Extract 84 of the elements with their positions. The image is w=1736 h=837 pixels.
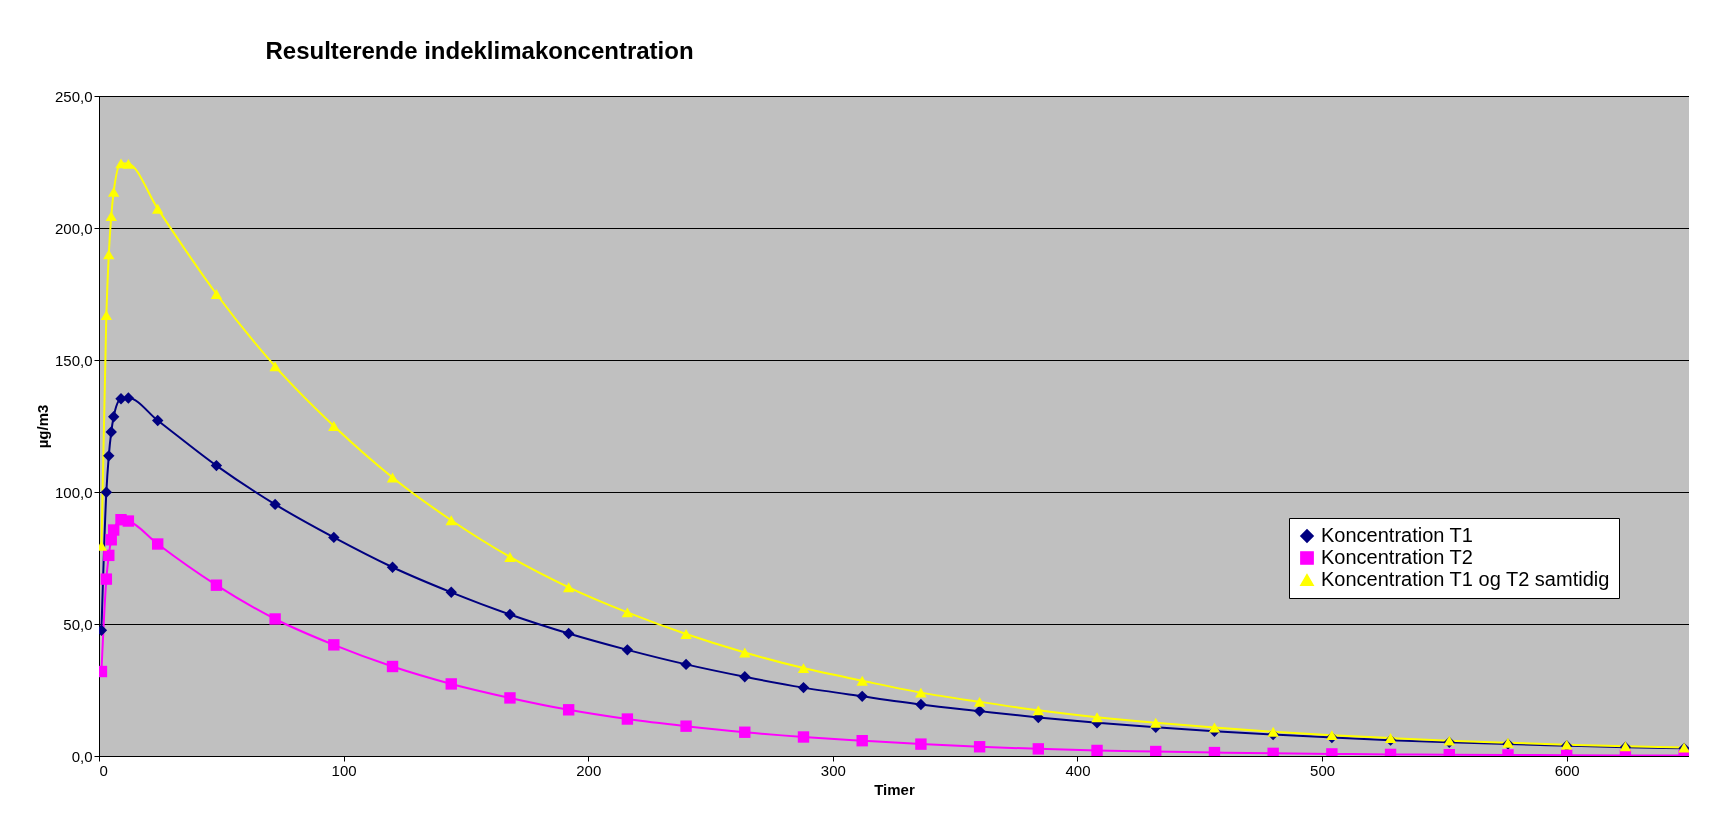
point xyxy=(445,515,457,526)
point xyxy=(103,549,115,562)
point xyxy=(504,552,516,562)
point xyxy=(621,713,634,725)
point xyxy=(856,734,868,747)
point xyxy=(122,515,135,527)
point xyxy=(680,658,692,671)
y-tick-label: 0,0 xyxy=(71,747,93,765)
y-tick-label: 50,0 xyxy=(63,615,93,633)
y-tick-label: 250,0 xyxy=(54,87,93,105)
point xyxy=(915,738,927,750)
point xyxy=(445,586,457,599)
point xyxy=(562,704,575,716)
point xyxy=(739,671,751,683)
point xyxy=(973,696,986,707)
point xyxy=(269,498,281,511)
point xyxy=(1091,744,1103,756)
point xyxy=(386,660,399,673)
point xyxy=(152,203,164,214)
point xyxy=(562,582,575,593)
point xyxy=(107,411,120,423)
point xyxy=(107,524,120,536)
point xyxy=(103,450,115,462)
point xyxy=(504,608,516,621)
point xyxy=(797,731,810,743)
y-tick-label: 150,0 xyxy=(54,351,93,369)
point xyxy=(328,639,340,651)
x-tick-label: 0 xyxy=(99,761,108,779)
x-tick-label: 100 xyxy=(331,761,357,779)
y-axis-title: µg/m3 xyxy=(33,404,51,449)
point xyxy=(210,289,223,299)
x-tick-label: 400 xyxy=(1065,761,1091,779)
point xyxy=(269,361,281,372)
legend-label: Koncentration T1 xyxy=(1321,524,1473,546)
point xyxy=(1091,712,1103,723)
point xyxy=(100,486,113,498)
point xyxy=(100,573,113,585)
x-tick-label: 300 xyxy=(820,761,846,779)
point xyxy=(915,687,927,698)
point xyxy=(1032,743,1045,755)
point xyxy=(107,186,120,197)
point xyxy=(328,531,340,544)
point xyxy=(1150,717,1162,728)
point xyxy=(445,678,457,690)
point xyxy=(915,698,927,711)
point xyxy=(1267,726,1279,737)
point xyxy=(210,579,223,591)
point xyxy=(122,158,135,169)
point xyxy=(856,690,868,703)
point xyxy=(1208,722,1221,733)
point xyxy=(621,607,634,618)
point xyxy=(797,663,810,674)
point xyxy=(152,538,164,550)
point xyxy=(1208,746,1221,756)
point xyxy=(328,421,340,431)
legend-label: Koncentration T1 og T2 samtidig xyxy=(1321,568,1610,590)
point xyxy=(680,720,692,732)
point xyxy=(504,692,516,704)
point xyxy=(105,211,117,222)
point xyxy=(152,414,164,427)
point xyxy=(210,459,223,472)
y-tick-label: 100,0 xyxy=(54,483,93,501)
point xyxy=(739,726,751,738)
point xyxy=(856,675,868,686)
point xyxy=(1032,705,1045,716)
point xyxy=(973,741,986,753)
x-axis-title: Timer xyxy=(874,780,915,798)
point xyxy=(797,681,810,694)
y-tick-label: 200,0 xyxy=(54,219,93,237)
point xyxy=(386,472,399,483)
point xyxy=(269,613,281,625)
x-tick-label: 600 xyxy=(1554,761,1580,779)
legend-label: Koncentration T2 xyxy=(1321,546,1473,568)
point xyxy=(621,644,634,656)
point xyxy=(100,310,113,321)
point xyxy=(973,705,986,717)
x-tick-label: 200 xyxy=(576,761,602,779)
point xyxy=(680,629,692,639)
point xyxy=(562,627,575,640)
point xyxy=(105,426,117,438)
point xyxy=(1150,745,1162,756)
x-tick-label: 500 xyxy=(1310,761,1336,779)
point xyxy=(386,561,399,573)
chart-title: Resulterende indeklimakoncentration xyxy=(265,37,694,64)
